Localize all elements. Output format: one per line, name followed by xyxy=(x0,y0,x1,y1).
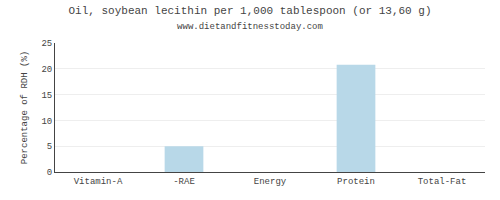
svg-text:Vitamin-A: Vitamin-A xyxy=(74,177,123,187)
svg-text:Percentage of RDH (%): Percentage of RDH (%) xyxy=(20,51,30,164)
svg-text:15: 15 xyxy=(41,91,52,101)
svg-text:Total-Fat: Total-Fat xyxy=(418,177,467,187)
svg-text:20: 20 xyxy=(41,65,52,75)
svg-text:-RAE: -RAE xyxy=(173,177,195,187)
svg-text:Energy: Energy xyxy=(254,177,287,187)
svg-text:0: 0 xyxy=(47,168,52,178)
svg-text:Oil, soybean lecithin per 1,00: Oil, soybean lecithin per 1,000 tablespo… xyxy=(68,5,431,31)
svg-text:10: 10 xyxy=(41,117,52,127)
svg-text:5: 5 xyxy=(47,142,52,152)
svg-text:25: 25 xyxy=(41,39,52,49)
svg-text:Protein: Protein xyxy=(337,177,375,187)
